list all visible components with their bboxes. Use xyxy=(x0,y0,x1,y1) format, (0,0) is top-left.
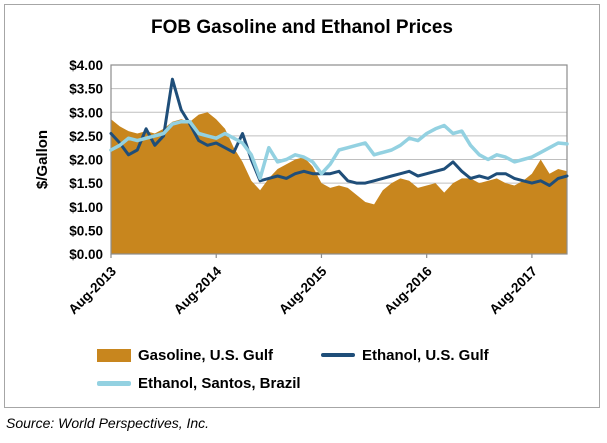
y-tick-label: $4.00 xyxy=(69,58,103,73)
y-tick-label: $3.00 xyxy=(69,105,103,120)
y-tick-label: $0.00 xyxy=(69,247,103,262)
x-tick-label: Aug-2016 xyxy=(381,263,435,317)
chart-legend: Gasoline, U.S. Gulf Ethanol, U.S. Gulf E… xyxy=(97,341,599,397)
y-tick-label: $0.50 xyxy=(69,223,103,238)
gasoline-area-swatch xyxy=(97,348,131,362)
legend-item-ethanol-santos: Ethanol, Santos, Brazil xyxy=(97,375,301,392)
y-tick-label: $3.50 xyxy=(69,82,103,97)
legend-item-gasoline-us-gulf: Gasoline, U.S. Gulf xyxy=(97,347,295,364)
x-tick-label: Aug-2014 xyxy=(171,263,225,317)
y-tick-label: $1.00 xyxy=(69,200,103,215)
y-axis-title: $/Gallon xyxy=(34,130,51,189)
chart-title: FOB Gasoline and Ethanol Prices xyxy=(151,17,453,38)
x-tick-label: Aug-2017 xyxy=(486,264,540,318)
plot-border xyxy=(110,64,568,255)
legend-item-ethanol-us-gulf: Ethanol, U.S. Gulf xyxy=(321,347,489,364)
ethanol-santos-line-series xyxy=(109,119,569,181)
ethanol-us-gulf-line-swatch xyxy=(321,353,355,357)
y-axis-labels: $4.00 $3.50 $3.00 $2.50 $2.00 $1.50 $1.00 $0.50… xyxy=(69,58,103,262)
chart-frame: FOB Gasoline and Ethanol Prices $4.00 $3.… xyxy=(4,4,600,408)
legend-label-ethanol-santos: Ethanol, Santos, Brazil xyxy=(138,374,301,392)
legend-row-2: Ethanol, Santos, Brazil xyxy=(97,369,599,397)
ethanol-us-gulf-line-series xyxy=(109,77,569,187)
x-tick-label: Aug-2015 xyxy=(276,263,330,317)
legend-label-ethanol-us-gulf: Ethanol, U.S. Gulf xyxy=(362,346,489,364)
x-tick-label: Aug-2013 xyxy=(66,263,120,317)
y-tick-label: $2.50 xyxy=(69,129,103,144)
legend-row-1: Gasoline, U.S. Gulf Ethanol, U.S. Gulf xyxy=(97,341,599,369)
source-note: Source: World Perspectives, Inc. xyxy=(6,415,210,431)
x-axis-labels: Aug-2013 Aug-2014 Aug-2015 Aug-2016 Aug-2017 xyxy=(66,254,540,318)
price-chart-plot: $4.00 $3.50 $3.00 $2.50 $2.00 $1.50 $1.00 $0.50… xyxy=(34,58,569,318)
legend-label-gasoline: Gasoline, U.S. Gulf xyxy=(138,346,274,364)
y-tick-label: $2.00 xyxy=(69,153,103,168)
y-tick-label: $1.50 xyxy=(69,176,103,191)
ethanol-santos-line-swatch xyxy=(97,380,131,386)
